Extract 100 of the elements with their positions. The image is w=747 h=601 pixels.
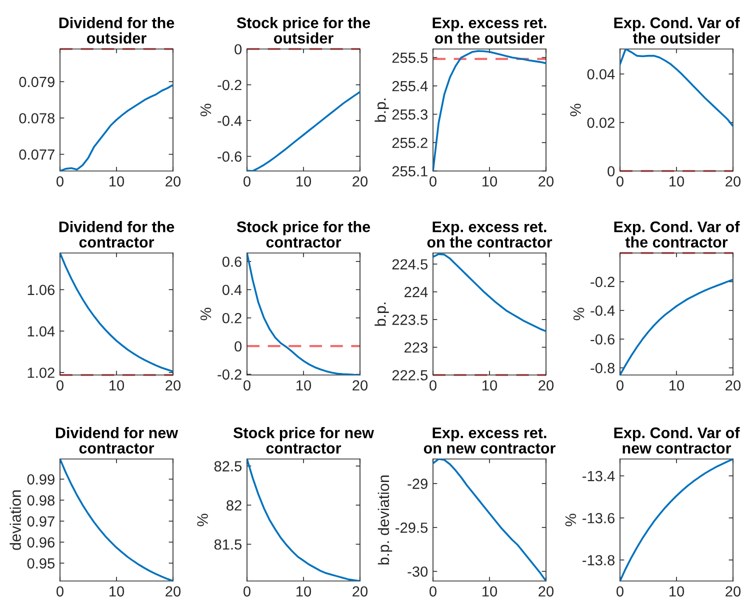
x-tick-label: 10	[110, 380, 124, 391]
x-tick-label: 0	[56, 176, 64, 187]
y-axis-title: b.p.	[374, 98, 389, 122]
y-tick-label: 0.97	[27, 516, 54, 527]
y-axis-title: %	[200, 308, 212, 320]
y-axis-title: b.p.	[374, 302, 389, 326]
y-tick-label: -29	[408, 478, 428, 490]
y-tick-label: 0.079	[19, 76, 54, 88]
chart-title: Exp. Cond. Var of new contractor	[614, 427, 740, 454]
x-tick-label: 20	[166, 380, 181, 391]
chart-title: Dividend for the outsider	[59, 17, 174, 44]
line-series	[60, 253, 173, 372]
y-tick-label: 255.1	[392, 166, 428, 176]
chart-title: Exp. Cond. Var of the contractor	[614, 221, 740, 248]
y-tick-label: -13.4	[582, 470, 615, 482]
y-axis-title: %	[573, 308, 584, 320]
y-tick-label: -0.4	[218, 116, 242, 126]
x-tick-label: 20	[538, 380, 554, 391]
x-tick-label: 20	[166, 586, 181, 597]
y-axis-title: %	[565, 514, 576, 526]
y-tick-label: 0	[234, 44, 242, 54]
x-tick-label: 20	[352, 380, 368, 391]
y-tick-label: -29.5	[396, 522, 428, 533]
y-tick-label: 255.5	[392, 52, 428, 63]
y-tick-label: -0.2	[218, 369, 242, 380]
y-tick-label: -0.6	[218, 151, 242, 162]
y-tick-label: 0.98	[27, 495, 55, 506]
y-tick-label: 1.06	[28, 284, 54, 296]
y-tick-label: 223.5	[392, 314, 428, 325]
x-tick-label: 10	[670, 176, 684, 187]
x-tick-label: 0	[56, 586, 64, 597]
x-tick-label: 20	[538, 176, 554, 187]
y-tick-label: 0.077	[19, 149, 54, 160]
y-tick-label: 255.2	[392, 138, 428, 148]
x-tick-label: 0	[56, 380, 64, 391]
chart-title: Stock price for the outsider	[236, 17, 370, 44]
y-tick-label: 224.5	[392, 259, 428, 270]
x-tick-label: 10	[296, 586, 312, 597]
x-tick-label: 0	[244, 176, 250, 187]
x-tick-label: 10	[110, 176, 124, 187]
x-tick-label: 20	[352, 586, 368, 597]
y-tick-label: 0.6	[222, 256, 242, 267]
x-tick-label: 10	[482, 380, 498, 391]
y-axis-title: %	[570, 104, 581, 116]
x-tick-label: 0	[616, 586, 624, 597]
chart-title: Dividend for the contractor	[59, 221, 174, 248]
line-series	[247, 459, 360, 581]
x-tick-label: 10	[296, 176, 312, 187]
x-tick-label: 20	[538, 586, 554, 597]
y-tick-label: -13.8	[582, 555, 615, 566]
x-tick-label: 0	[430, 380, 436, 391]
chart-title: Exp. excess ret. on the contractor	[427, 222, 552, 248]
x-tick-label: 20	[726, 586, 741, 597]
y-tick-label: 1.02	[28, 368, 54, 378]
x-tick-label: 10	[296, 380, 312, 391]
y-tick-label: 0	[608, 166, 615, 176]
line-series	[60, 459, 173, 581]
y-tick-label: 0.99	[27, 474, 54, 485]
chart-title: Stock price for new contractor	[233, 427, 374, 454]
y-tick-label: -0.2	[218, 80, 242, 90]
x-tick-label: 10	[670, 586, 684, 597]
y-tick-label: 223	[404, 342, 428, 353]
y-tick-label: 0.04	[587, 69, 615, 80]
x-tick-label: 0	[430, 176, 436, 187]
y-tick-label: 0.02	[587, 118, 614, 128]
x-tick-label: 20	[726, 380, 741, 391]
line-series	[433, 50, 546, 171]
y-tick-label: 0	[234, 341, 242, 352]
line-series	[433, 459, 546, 581]
y-tick-label: -13.6	[582, 512, 614, 524]
chart-title: Dividend for new contractor	[56, 427, 178, 454]
y-tick-label: 222.5	[392, 370, 428, 380]
x-tick-label: 20	[352, 176, 368, 187]
chart-title: Exp. excess ret. on the outsider	[432, 18, 546, 44]
x-tick-label: 0	[616, 380, 624, 391]
y-axis-title: %	[200, 104, 212, 116]
x-tick-label: 10	[670, 380, 684, 391]
y-tick-label: 82	[226, 500, 242, 511]
y-tick-label: 82.5	[214, 461, 242, 472]
y-tick-label: 0.2	[222, 312, 242, 324]
x-tick-label: 0	[616, 176, 624, 187]
line-series	[247, 253, 360, 375]
y-tick-label: -0.4	[590, 306, 615, 316]
x-tick-label: 10	[482, 586, 498, 597]
y-tick-label: 1.04	[28, 326, 55, 337]
x-tick-label: 0	[244, 586, 250, 597]
y-axis-title: b.p. deviation	[378, 476, 392, 564]
chart-title: Exp. Cond. Var of the outsider	[614, 17, 740, 44]
chart-title: Stock price for the contractor	[236, 221, 370, 248]
x-tick-label: 20	[166, 176, 181, 187]
chart-title: Exp. excess ret. on new contractor	[424, 428, 556, 454]
x-tick-label: 10	[110, 586, 124, 597]
y-tick-label: 255.3	[392, 109, 428, 120]
y-tick-label: 0.4	[222, 284, 242, 296]
x-tick-label: 20	[726, 176, 741, 187]
y-tick-label: 224	[404, 286, 428, 298]
y-tick-label: 0.95	[27, 558, 55, 569]
x-tick-label: 0	[430, 586, 436, 597]
line-series	[620, 459, 733, 581]
y-tick-label: -0.8	[590, 362, 615, 374]
